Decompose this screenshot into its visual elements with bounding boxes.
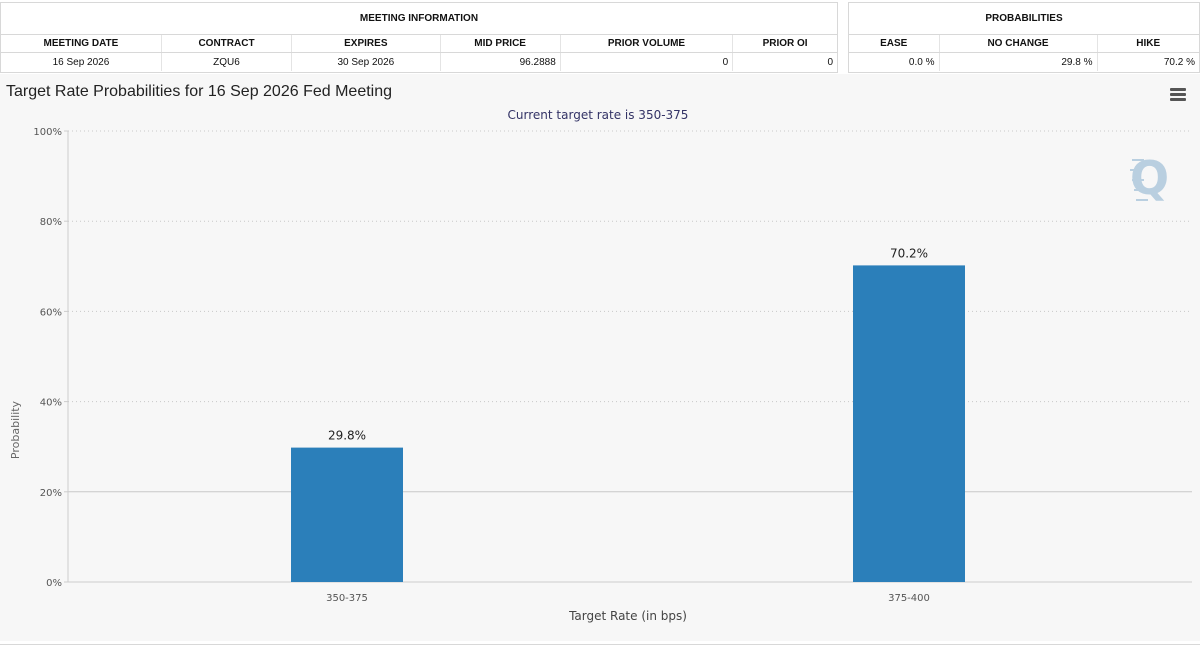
header-prior-oi: PRIOR OI <box>732 34 837 53</box>
data-label: 29.8% <box>328 429 366 443</box>
x-tick-label: 350-375 <box>326 593 368 604</box>
contract-value: ZQU6 <box>161 52 293 71</box>
header-expires: EXPIRES <box>291 34 441 53</box>
chart-subtitle: Current target rate is 350-375 <box>508 108 689 122</box>
hamburger-menu-icon[interactable] <box>1170 88 1186 102</box>
x-axis-label: Target Rate (in bps) <box>568 609 687 623</box>
bottom-divider <box>0 644 1200 645</box>
data-label: 70.2% <box>890 246 928 260</box>
mid-price-value: 96.2888 <box>440 52 561 71</box>
meeting-information-panel: MEETING INFORMATION MEETING DATE CONTRAC… <box>0 2 838 73</box>
meeting-date-value: 16 Sep 2026 <box>1 52 162 71</box>
header-prior-volume: PRIOR VOLUME <box>560 34 734 53</box>
probabilities-title: PROBABILITIES <box>849 3 1200 35</box>
meeting-information-table: MEETING INFORMATION MEETING DATE CONTRAC… <box>1 3 837 71</box>
y-axis-label: Probability <box>9 400 22 459</box>
hike-value: 70.2 % <box>1163 56 1196 68</box>
header-mid-price: MID PRICE <box>440 34 561 53</box>
probabilities-table: PROBABILITIES EASE NO CHANGE HIKE 0.0 % … <box>849 3 1200 71</box>
prior-volume-value: 0 <box>560 52 734 71</box>
q-logo-icon: Q <box>1130 151 1169 205</box>
x-tick-label: 375-400 <box>888 593 930 604</box>
y-tick-label: 60% <box>40 307 62 318</box>
probabilities-panel: PROBABILITIES EASE NO CHANGE HIKE 0.0 % … <box>848 2 1200 73</box>
no-change-value: 29.8 % <box>939 52 1098 71</box>
table-row: 16 Sep 2026 ZQU6 30 Sep 2026 96.2888 0 0 <box>1 52 837 71</box>
y-tick-label: 0% <box>46 578 62 589</box>
y-tick-label: 100% <box>33 127 62 138</box>
meeting-information-title: MEETING INFORMATION <box>1 3 837 35</box>
header-hike: HIKE <box>1097 34 1200 53</box>
bar <box>853 265 965 582</box>
ease-value: 0.0 % <box>849 52 940 71</box>
header-contract: CONTRACT <box>161 34 293 53</box>
bar-chart: Q Current target rate is 350-375 0% 20% 40… <box>9 108 1192 623</box>
chart-area: Target Rate Probabilities for 16 Sep 202… <box>0 74 1200 641</box>
y-tick-label: 20% <box>40 488 62 499</box>
prior-oi-value: 0 <box>827 56 833 68</box>
header-ease: EASE <box>849 34 940 53</box>
y-tick-label: 80% <box>40 217 62 228</box>
header-meeting-date: MEETING DATE <box>1 34 162 53</box>
header-no-change: NO CHANGE <box>939 34 1098 53</box>
expires-value: 30 Sep 2026 <box>291 52 441 71</box>
y-tick-label: 40% <box>40 398 62 409</box>
table-row: 0.0 % 29.8 % 70.2 % <box>849 52 1199 71</box>
chart-title: Target Rate Probabilities for 16 Sep 202… <box>6 83 393 100</box>
bar <box>291 447 403 582</box>
